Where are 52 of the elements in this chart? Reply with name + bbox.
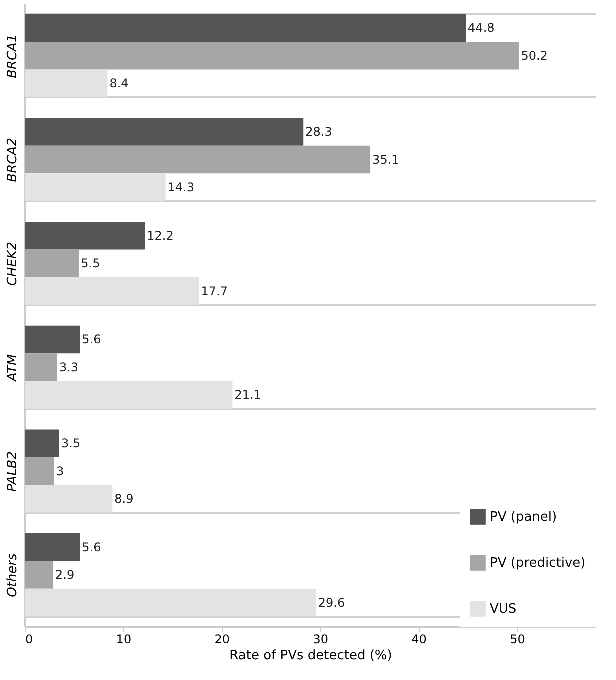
data-label: 44.8 xyxy=(468,21,495,36)
bar xyxy=(25,222,146,250)
data-label: 5.6 xyxy=(82,332,102,347)
data-label: 8.9 xyxy=(114,492,134,506)
data-label: 28.3 xyxy=(306,125,332,140)
data-label: 2.9 xyxy=(56,568,75,582)
data-label: 14.3 xyxy=(168,180,194,194)
x-tick-label: 40 xyxy=(412,632,427,646)
x-tick-label: 20 xyxy=(214,632,230,646)
bar xyxy=(25,14,466,42)
data-label: 8.4 xyxy=(110,76,129,91)
bar xyxy=(25,118,304,146)
bar xyxy=(25,457,55,486)
x-tick-label: 50 xyxy=(510,632,526,646)
data-label: 5.5 xyxy=(81,256,100,271)
data-label: 3.5 xyxy=(61,436,81,451)
bar xyxy=(25,277,200,306)
data-label: 3 xyxy=(56,464,64,478)
y-tick-label: CHEK2 xyxy=(6,242,20,286)
data-label: 5.6 xyxy=(82,540,102,554)
data-label: 50.2 xyxy=(521,48,548,63)
y-tick-label: ATM xyxy=(6,354,20,382)
x-tick-label: 10 xyxy=(116,632,132,646)
legend-label: PV (panel) xyxy=(490,510,558,525)
y-tick-label: BRCA1 xyxy=(6,34,20,79)
bar xyxy=(25,326,80,354)
bar xyxy=(25,534,80,562)
data-label: 21.1 xyxy=(234,388,262,402)
data-label: 12.2 xyxy=(147,228,174,243)
data-label: 29.6 xyxy=(318,596,346,610)
legend-label: VUS xyxy=(490,602,517,617)
y-tick-label: PALB2 xyxy=(6,451,20,492)
bar xyxy=(25,250,80,278)
bar xyxy=(25,588,316,617)
data-label: 17.7 xyxy=(201,284,228,298)
x-tick-label: 0 xyxy=(26,632,34,646)
bar xyxy=(25,146,371,174)
bar xyxy=(25,381,233,409)
bar xyxy=(25,354,58,382)
bar xyxy=(25,174,166,202)
bar xyxy=(25,430,60,458)
bar xyxy=(25,42,520,70)
y-tick-label: BRCA2 xyxy=(6,138,20,182)
bar xyxy=(25,70,108,98)
x-tick-label: 30 xyxy=(313,632,328,646)
bar xyxy=(25,561,54,589)
data-label: 3.3 xyxy=(59,360,79,374)
bar xyxy=(25,485,113,513)
data-label: 35.1 xyxy=(372,152,400,167)
legend-label: PV (predictive) xyxy=(490,556,586,571)
x-axis-title: Rate of PVs detected (%) xyxy=(230,648,392,664)
y-tick-label: Others xyxy=(6,554,20,598)
